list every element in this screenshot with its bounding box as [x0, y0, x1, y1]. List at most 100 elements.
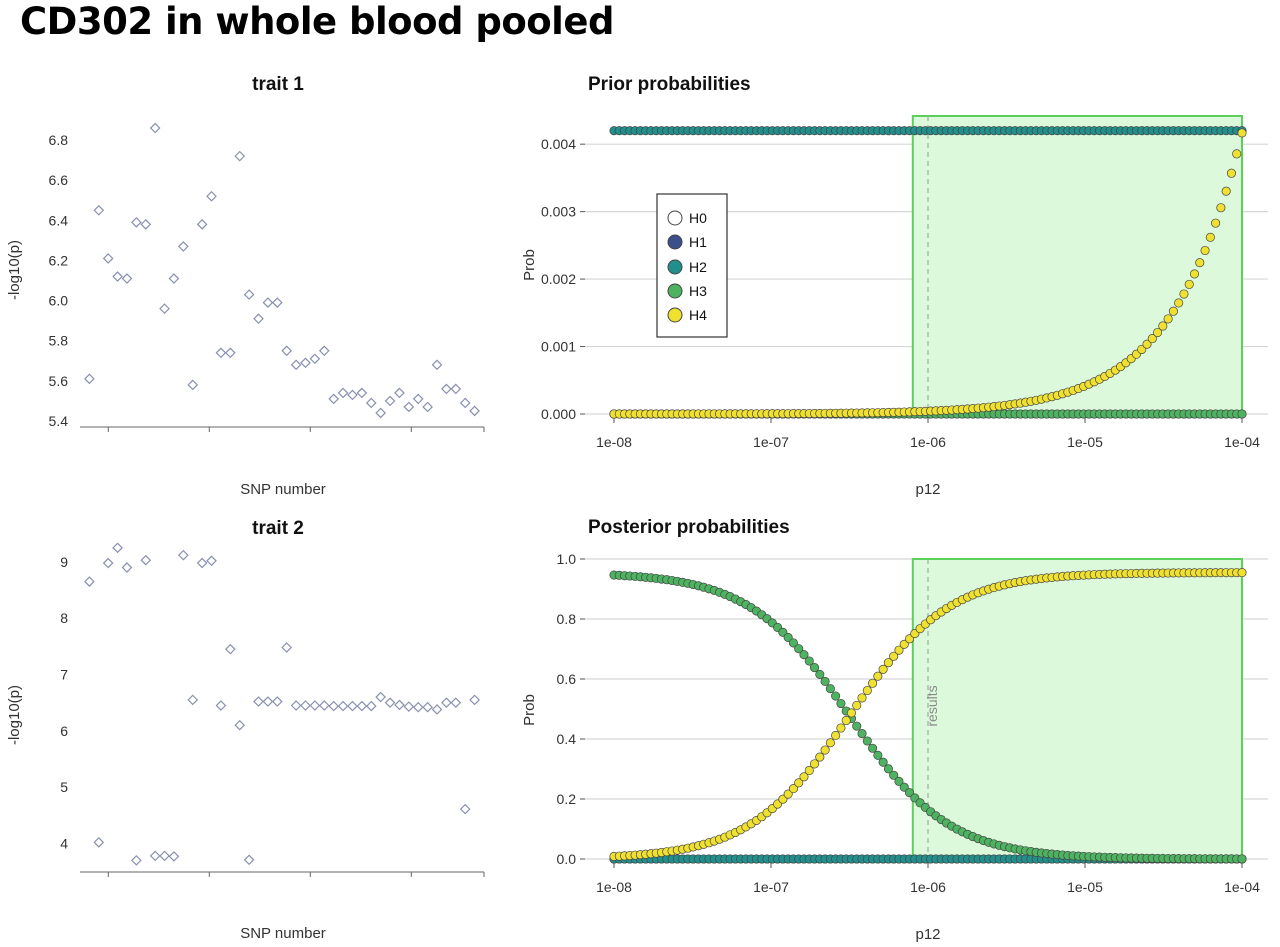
- trait2-point: [215, 700, 227, 711]
- trait1-point: [149, 122, 161, 134]
- trait1-point: [196, 218, 208, 230]
- prior-point-h4: [1205, 232, 1215, 242]
- posterior-point-h4: [889, 651, 899, 661]
- trait2-point: [253, 696, 264, 707]
- trait1-point: [356, 387, 368, 399]
- trait2-y-tick-label: 7: [60, 667, 68, 683]
- trait2-point: [178, 549, 189, 561]
- trait2-ylabel: -log10(p): [6, 685, 23, 745]
- prior-point-h4: [1168, 306, 1178, 316]
- trait1-y-tick-label: 6.4: [49, 212, 69, 228]
- prior-point-h4: [1158, 321, 1168, 331]
- trait1-point: [309, 353, 321, 365]
- posterior-point-h3: [788, 638, 798, 648]
- trait2-point: [131, 855, 142, 866]
- prior-title: Prior probabilities: [588, 74, 751, 95]
- trait1-point: [168, 273, 180, 284]
- trait2-point: [328, 700, 340, 712]
- trait1-point: [469, 405, 480, 417]
- trait1-point: [112, 271, 123, 282]
- trait2-point: [102, 557, 114, 569]
- trait1-point: [459, 397, 471, 409]
- legend-swatch-h0: [667, 210, 683, 226]
- trait1-point: [328, 393, 340, 405]
- trait2-point: [262, 696, 274, 707]
- trait1-point: [234, 150, 246, 162]
- prior-point-h4: [1216, 203, 1226, 213]
- posterior-title: Posterior probabilities: [588, 517, 790, 538]
- posterior-point-h4: [794, 778, 804, 788]
- trait1-point: [384, 395, 396, 407]
- posterior-point-h3: [804, 656, 814, 666]
- trait1-point: [281, 345, 293, 357]
- trait2-point: [365, 700, 377, 712]
- trait1-point: [365, 397, 377, 409]
- trait2-point: [384, 697, 396, 709]
- posterior-y-tick-label: 0.0: [557, 851, 577, 867]
- trait1-point: [290, 359, 302, 371]
- posterior-point-h3: [809, 663, 820, 673]
- trait2-y-tick-label: 6: [60, 723, 68, 739]
- trait1-y-tick-label: 6.0: [49, 293, 69, 309]
- trait1-y-tick-label: 6.6: [49, 172, 69, 188]
- posterior-point-h4: [878, 664, 888, 674]
- trait2-point: [309, 700, 321, 711]
- prior-point-h4: [1147, 334, 1157, 344]
- posterior-point-h3: [899, 782, 909, 792]
- posterior-point-h4: [788, 784, 798, 794]
- posterior-point-h3: [852, 721, 862, 731]
- posterior-point-h3: [883, 764, 893, 774]
- posterior-y-tick-label: 0.2: [557, 791, 577, 807]
- posterior-point-h4: [815, 752, 825, 762]
- legend-label-h1: H1: [689, 234, 707, 250]
- page-title: CD302 in whole blood pooled: [20, 0, 614, 43]
- posterior-point-h3: [815, 669, 825, 679]
- legend-swatch-h3: [667, 283, 683, 299]
- legend: H0 H1 H2 H3 H4: [656, 193, 728, 338]
- trait1-point: [347, 389, 358, 401]
- trait2-y-tick-label: 5: [60, 779, 68, 795]
- prior-point-h4: [1179, 289, 1189, 299]
- trait1-point: [441, 383, 452, 395]
- legend-label-h3: H3: [689, 283, 707, 299]
- trait1-point: [84, 373, 95, 385]
- trait1-point: [131, 216, 142, 228]
- trait1-y-tick-label: 6.2: [49, 252, 69, 268]
- trait2-point: [159, 850, 170, 862]
- trait1-point: [187, 379, 199, 391]
- prior-point-h4: [1211, 218, 1221, 228]
- prior-x-tick-label: 1e-06: [910, 434, 946, 450]
- trait1-xlabel: SNP number: [240, 481, 326, 498]
- trait2-point: [412, 701, 424, 713]
- prior-point-h4: [1142, 339, 1152, 349]
- prior-point-h4: [1237, 128, 1247, 138]
- trait1-point: [178, 241, 189, 252]
- trait2-point: [206, 555, 217, 567]
- prior-point-h4: [1174, 298, 1184, 308]
- posterior-point-h4: [836, 723, 846, 733]
- trait2-point: [168, 851, 180, 862]
- trait1-point: [93, 204, 105, 216]
- prior-y-tick-label: 0.003: [541, 204, 576, 220]
- posterior-y-tick-label: 0.4: [557, 731, 577, 747]
- posterior-point-h4: [894, 645, 904, 655]
- posterior-point-h3: [894, 776, 904, 786]
- posterior-point-h4: [804, 765, 814, 776]
- trait2-xlabel: SNP number: [240, 925, 326, 942]
- posterior-point-h3: [889, 770, 899, 780]
- posterior-x-tick-label: 1e-04: [1224, 879, 1260, 895]
- trait2-point: [149, 850, 161, 862]
- posterior-marker-label: results: [924, 685, 940, 726]
- trait1-point: [159, 303, 170, 314]
- posterior-y-tick-label: 1.0: [557, 551, 577, 567]
- posterior-point-h3: [794, 644, 804, 654]
- posterior-point-h3: [868, 743, 878, 753]
- prior-point-h3: [1237, 409, 1247, 419]
- posterior-y-tick-label: 0.8: [557, 611, 577, 627]
- prior-ylabel: Prob: [521, 249, 538, 281]
- posterior-point-h3: [831, 691, 841, 701]
- legend-swatch-h4: [667, 307, 683, 323]
- trait1-point: [271, 297, 283, 308]
- prior-y-tick-label: 0.001: [541, 339, 576, 355]
